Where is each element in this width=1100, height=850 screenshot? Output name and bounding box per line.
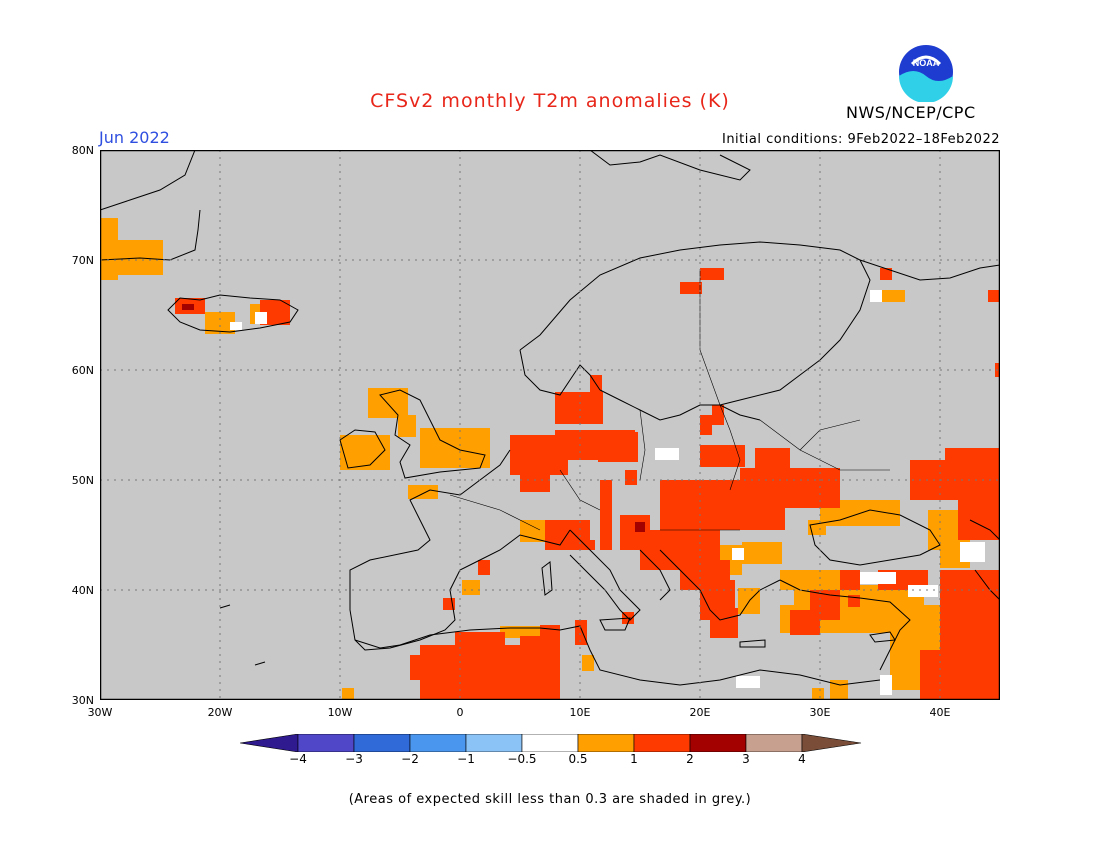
lon-tick-10w: 10W bbox=[327, 706, 353, 719]
chart-title: CFSv2 monthly T2m anomalies (K) bbox=[370, 90, 730, 112]
footnote: (Areas of expected skill less than 0.3 a… bbox=[348, 792, 752, 807]
lat-tick-60n: 60N bbox=[71, 364, 94, 377]
lon-tick-20w: 20W bbox=[207, 706, 233, 719]
anomaly-darkred-cells bbox=[182, 304, 645, 532]
colorbar-label: 0.5 bbox=[568, 752, 588, 766]
colorbar-label: −4 bbox=[289, 752, 307, 766]
colorbar bbox=[240, 734, 862, 752]
colorbar-label: 4 bbox=[798, 752, 806, 766]
colorbar-cell bbox=[465, 734, 523, 752]
lat-tick-70n: 70N bbox=[71, 254, 94, 267]
lat-tick-40n: 40N bbox=[71, 584, 94, 597]
initial-conditions-label: Initial conditions: 9Feb2022–18Feb2022 bbox=[721, 132, 1000, 147]
gridlines bbox=[100, 150, 1000, 700]
colorbar-cell bbox=[297, 734, 355, 752]
noaa-logo: NOAA bbox=[896, 42, 956, 103]
colorbar-arrow-left bbox=[240, 734, 299, 752]
lat-tick-30n: 30N bbox=[71, 694, 94, 707]
anomaly-white-cells bbox=[230, 290, 985, 695]
lon-tick-0: 0 bbox=[456, 706, 464, 719]
colorbar-label: 1 bbox=[630, 752, 638, 766]
colorbar-cell bbox=[689, 734, 747, 752]
anomaly-map bbox=[100, 150, 1000, 700]
colorbar-cell bbox=[353, 734, 411, 752]
lat-tick-80n: 80N bbox=[71, 144, 94, 157]
colorbar-cell bbox=[633, 734, 691, 752]
lat-tick-50n: 50N bbox=[71, 474, 94, 487]
noaa-logo-text: NOAA bbox=[913, 58, 940, 68]
organization-label: NWS/NCEP/CPC bbox=[846, 103, 976, 122]
map-frame bbox=[100, 150, 1000, 700]
colorbar-label: −1 bbox=[457, 752, 475, 766]
lon-tick-30e: 30E bbox=[809, 706, 831, 719]
colorbar-cell bbox=[409, 734, 467, 752]
colorbar-label: −3 bbox=[345, 752, 363, 766]
lon-tick-10e: 10E bbox=[569, 706, 591, 719]
month-label: Jun 2022 bbox=[99, 128, 170, 147]
colorbar-label: −2 bbox=[401, 752, 419, 766]
lon-tick-40e: 40E bbox=[929, 706, 951, 719]
lon-tick-20e: 20E bbox=[689, 706, 711, 719]
lon-tick-30w: 30W bbox=[87, 706, 113, 719]
colorbar-label: 3 bbox=[742, 752, 750, 766]
colorbar-cell bbox=[745, 734, 803, 752]
colorbar-label: 2 bbox=[686, 752, 694, 766]
colorbar-label: −0.5 bbox=[507, 752, 537, 766]
colorbar-arrow-right bbox=[801, 734, 862, 752]
colorbar-cell bbox=[577, 734, 635, 752]
anomaly-red-cells bbox=[175, 268, 1000, 700]
colorbar-cell bbox=[521, 734, 579, 752]
